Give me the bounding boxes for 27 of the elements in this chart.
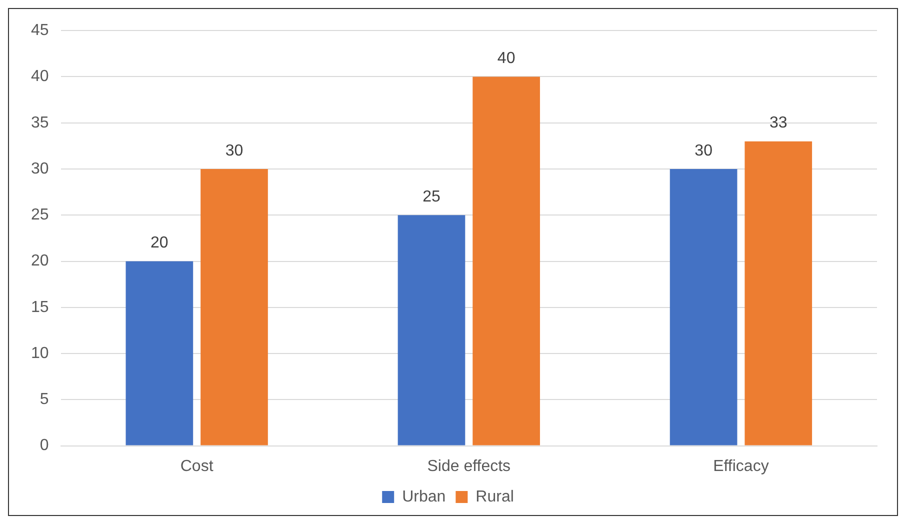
bar <box>744 141 812 446</box>
y-tick-label: 15 <box>31 298 49 316</box>
data-label: 30 <box>225 142 244 160</box>
x-tick-label: Efficacy <box>713 458 769 475</box>
bar <box>472 76 540 446</box>
data-label: 20 <box>150 234 168 252</box>
bar <box>200 169 268 446</box>
legend-label: Urban <box>402 488 446 506</box>
y-tick-label: 30 <box>31 160 49 178</box>
y-tick-label: 10 <box>31 344 49 362</box>
y-tick-label: 0 <box>40 437 49 454</box>
y-tick-label: 25 <box>31 206 49 224</box>
data-label: 25 <box>422 188 440 206</box>
data-label: 33 <box>769 114 788 132</box>
x-tick-label: Side effects <box>427 458 511 475</box>
y-tick-label: 35 <box>31 114 49 132</box>
bar <box>670 169 738 446</box>
legend-label: Rural <box>476 488 514 506</box>
bar <box>126 261 194 446</box>
data-label: 30 <box>694 142 713 160</box>
y-tick-label: 5 <box>40 391 49 408</box>
y-tick-label: 40 <box>31 68 49 86</box>
x-tick-label: Cost <box>180 458 214 475</box>
y-tick-label: 20 <box>31 252 49 270</box>
bar <box>398 215 466 446</box>
y-tick-label: 45 <box>31 22 49 40</box>
data-label: 40 <box>497 50 516 68</box>
